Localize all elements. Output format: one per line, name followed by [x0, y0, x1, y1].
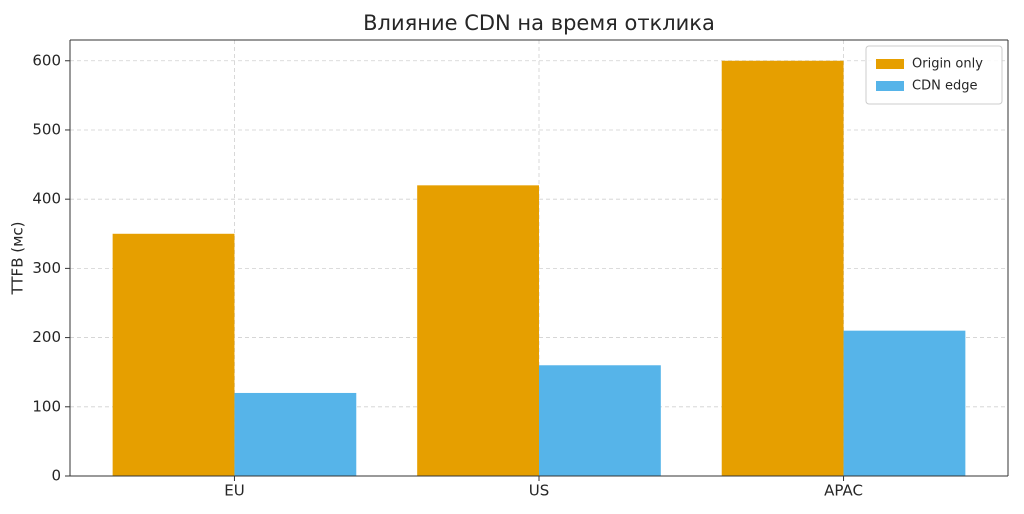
legend-label: CDN edge: [912, 79, 977, 94]
legend-swatch: [876, 81, 904, 91]
y-tick-label: 100: [32, 397, 61, 415]
bar: [234, 392, 357, 476]
x-tick-label: APAC: [824, 482, 863, 500]
x-tick-label: US: [529, 482, 550, 500]
y-tick-label: 200: [32, 328, 61, 346]
y-tick-label: 500: [32, 120, 61, 138]
y-tick-label: 0: [51, 467, 61, 485]
chart-title: Влияние CDN на время отклика: [363, 11, 715, 35]
legend: Origin only CDN edge: [865, 45, 1003, 105]
y-tick-label: 400: [32, 190, 61, 208]
bar: [417, 185, 539, 477]
bar: [112, 233, 235, 476]
bar: [721, 60, 844, 477]
y-axis-label: TTFB (мс): [9, 221, 27, 295]
legend-label: Origin only: [912, 57, 983, 72]
bar: [843, 330, 966, 476]
bar: [539, 365, 661, 476]
legend-swatch: [876, 59, 904, 69]
legend-box: [865, 45, 1003, 105]
y-tick-label: 300: [32, 259, 61, 277]
y-tick-label: 600: [32, 51, 61, 69]
x-tick-label: EU: [224, 482, 244, 500]
